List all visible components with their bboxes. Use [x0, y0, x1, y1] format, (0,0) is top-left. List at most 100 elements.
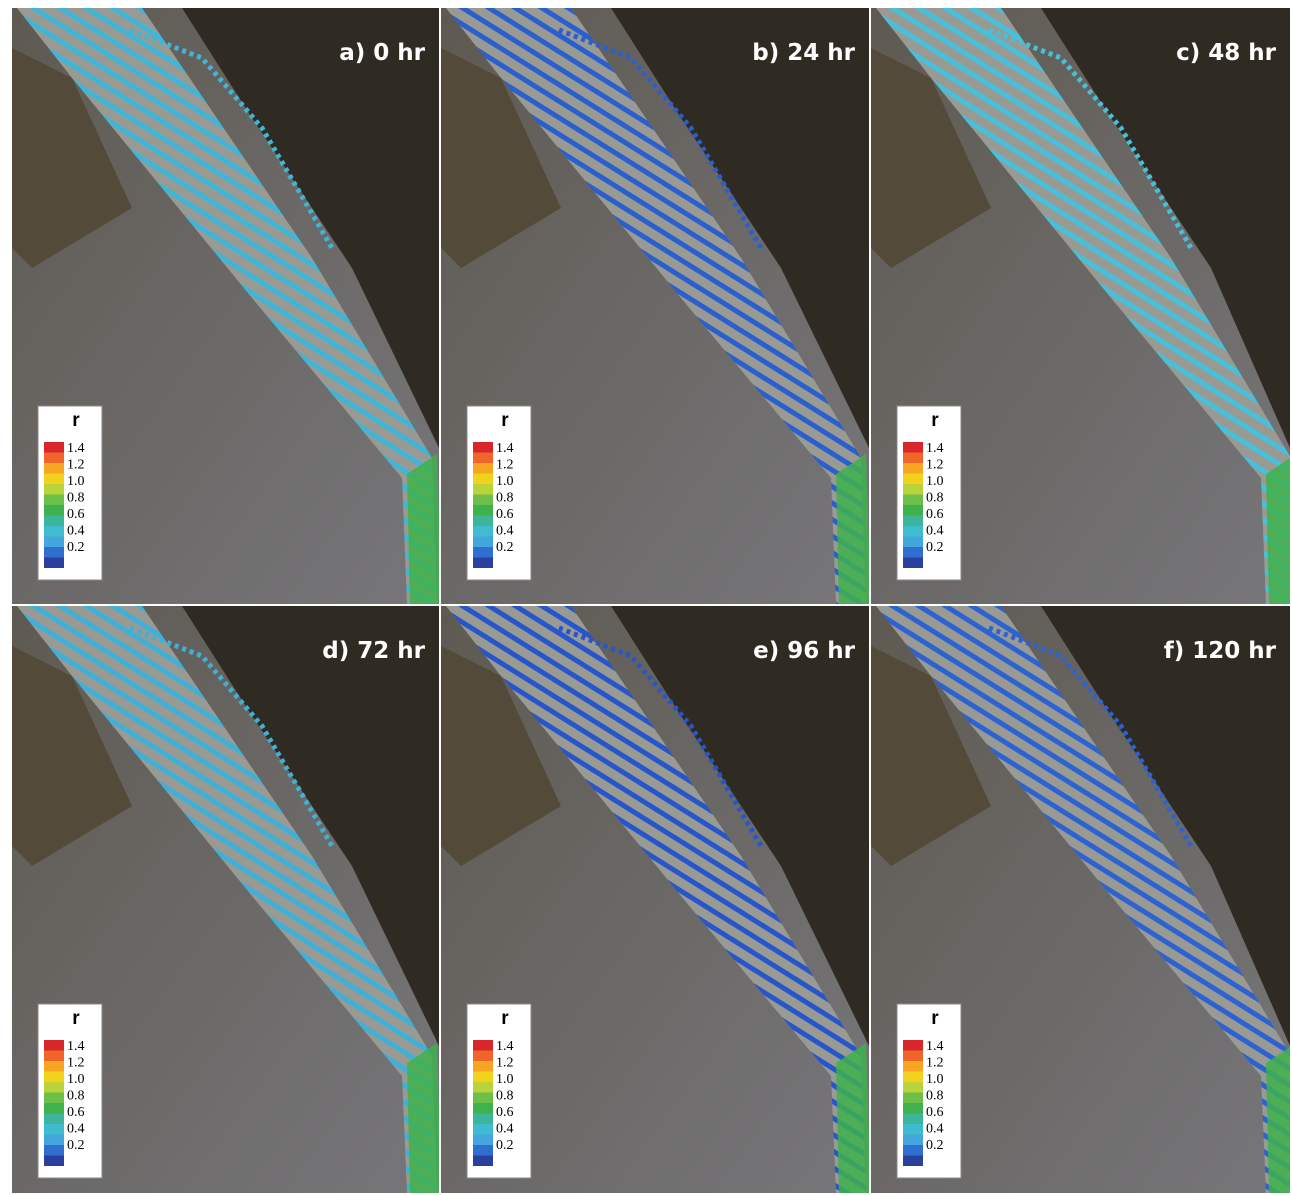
colorbar-swatch [473, 1145, 493, 1156]
colorbar-tick-label: 0.2 [67, 1138, 85, 1153]
colorbar-tick-label: 0.8 [496, 1089, 514, 1104]
colorbar-swatch [44, 453, 64, 464]
colorbar-title: r [931, 1008, 939, 1029]
colorbar-swatch [44, 1040, 64, 1051]
colorbar-title: r [72, 1008, 80, 1029]
colorbar-tick-label: 0.4 [67, 524, 85, 539]
colorbar-tick-label: 1.2 [496, 1056, 514, 1071]
colorbar: r1.41.21.00.80.60.40.2 [897, 1004, 961, 1178]
colorbar-swatch [473, 1093, 493, 1104]
colorbar-tick-label: 1.4 [926, 441, 944, 456]
colorbar-swatch [473, 463, 493, 474]
river-outlet [836, 454, 869, 604]
colorbar-tick-label: 1.4 [496, 1039, 514, 1054]
colorbar-tick-label: 0.4 [496, 1122, 514, 1137]
colorbar-tick-label: 0.6 [926, 1105, 944, 1120]
colorbar-tick-label: 1.0 [496, 474, 514, 489]
colorbar-swatch [473, 484, 493, 495]
colorbar-swatch [903, 1072, 923, 1083]
colorbar-swatch [473, 442, 493, 453]
river-outlet [836, 1043, 869, 1193]
colorbar-tick-label: 0.2 [496, 540, 514, 555]
colorbar-swatch [473, 1082, 493, 1093]
colorbar-tick-label: 1.2 [926, 1056, 944, 1071]
panel-label: a) 0 hr [339, 40, 425, 66]
colorbar-swatch [44, 1124, 64, 1135]
colorbar-swatch [903, 1040, 923, 1051]
colorbar-tick-label: 0.2 [926, 540, 944, 555]
colorbar-title: r [501, 410, 509, 431]
colorbar-swatch [44, 495, 64, 506]
colorbar-swatch [903, 1124, 923, 1135]
colorbar-title: r [931, 410, 939, 431]
colorbar-tick-label: 1.0 [67, 1072, 85, 1087]
colorbar-swatch [44, 1061, 64, 1072]
colorbar-title: r [501, 1008, 509, 1029]
colorbar-swatch [44, 526, 64, 537]
colorbar-swatch [44, 463, 64, 474]
colorbar-tick-label: 0.6 [926, 507, 944, 522]
colorbar-tick-label: 1.2 [67, 458, 85, 473]
colorbar-swatch [903, 516, 923, 527]
colorbar-tick-label: 0.6 [496, 1105, 514, 1120]
river-outlet [1266, 454, 1290, 604]
colorbar-swatch [44, 1072, 64, 1083]
colorbar-swatch [44, 1145, 64, 1156]
colorbar-swatch [903, 453, 923, 464]
colorbar-swatch [44, 558, 64, 569]
colorbar-tick-label: 0.6 [67, 507, 85, 522]
colorbar-swatch [473, 516, 493, 527]
colorbar-swatch [903, 547, 923, 558]
colorbar-swatch [903, 1156, 923, 1167]
colorbar-swatch [473, 505, 493, 516]
colorbar-swatch [44, 1082, 64, 1093]
colorbar-swatch [473, 1156, 493, 1167]
colorbar-tick-label: 1.0 [926, 474, 944, 489]
colorbar-swatch [473, 1061, 493, 1072]
colorbar-swatch [44, 484, 64, 495]
colorbar: r1.41.21.00.80.60.40.2 [38, 1004, 102, 1178]
colorbar-swatch [903, 495, 923, 506]
colorbar: r 1.4 1.21.0 0.80.6 0.40.2 [467, 1004, 531, 1178]
map-panel: a) 0 hrr1.41.21.00.80.60.40.2 [12, 8, 439, 604]
colorbar-tick-label: 0.6 [496, 507, 514, 522]
colorbar-swatch [903, 1103, 923, 1114]
colorbar-tick-label: 0.8 [67, 1089, 85, 1104]
colorbar-swatch [903, 463, 923, 474]
colorbar-swatch [473, 537, 493, 548]
panel-label: d) 72 hr [322, 638, 425, 664]
panel-label: f) 120 hr [1164, 638, 1277, 664]
colorbar-swatch [44, 547, 64, 558]
colorbar-swatch [903, 442, 923, 453]
map-panel: e) 96 hr r 1.4 1.21.0 0.80.6 0.40.2 [441, 606, 869, 1193]
colorbar-tick-label: 1.4 [926, 1039, 944, 1054]
colorbar-swatch [473, 1103, 493, 1114]
colorbar-tick-label: 0.2 [496, 1138, 514, 1153]
map: d) 72 hrr1.41.21.00.80.60.40.2 [12, 606, 439, 1193]
colorbar-tick-label: 1.4 [67, 441, 85, 456]
river-outlet [407, 1043, 439, 1193]
colorbar-swatch [903, 1093, 923, 1104]
colorbar-swatch [44, 1103, 64, 1114]
colorbar-swatch [473, 453, 493, 464]
colorbar-swatch [44, 1156, 64, 1167]
panel-label: e) 96 hr [753, 638, 856, 664]
colorbar-tick-label: 0.2 [67, 540, 85, 555]
colorbar-tick-label: 1.2 [926, 458, 944, 473]
colorbar-swatch [903, 1051, 923, 1062]
colorbar-swatch [44, 505, 64, 516]
colorbar-tick-label: 0.4 [926, 524, 944, 539]
colorbar-swatch [903, 1135, 923, 1146]
map: e) 96 hr r 1.4 1.21.0 0.80.6 0.40.2 [441, 606, 869, 1193]
river-outlet [407, 454, 439, 604]
colorbar-swatch [473, 1040, 493, 1051]
colorbar-swatch [44, 474, 64, 485]
colorbar-tick-label: 1.0 [496, 1072, 514, 1087]
colorbar-swatch [903, 558, 923, 569]
colorbar-swatch [44, 1135, 64, 1146]
colorbar-tick-label: 1.4 [496, 441, 514, 456]
colorbar-swatch [44, 1114, 64, 1125]
map-panel: f) 120 hrr1.41.21.00.80.60.40.2 [871, 606, 1290, 1193]
